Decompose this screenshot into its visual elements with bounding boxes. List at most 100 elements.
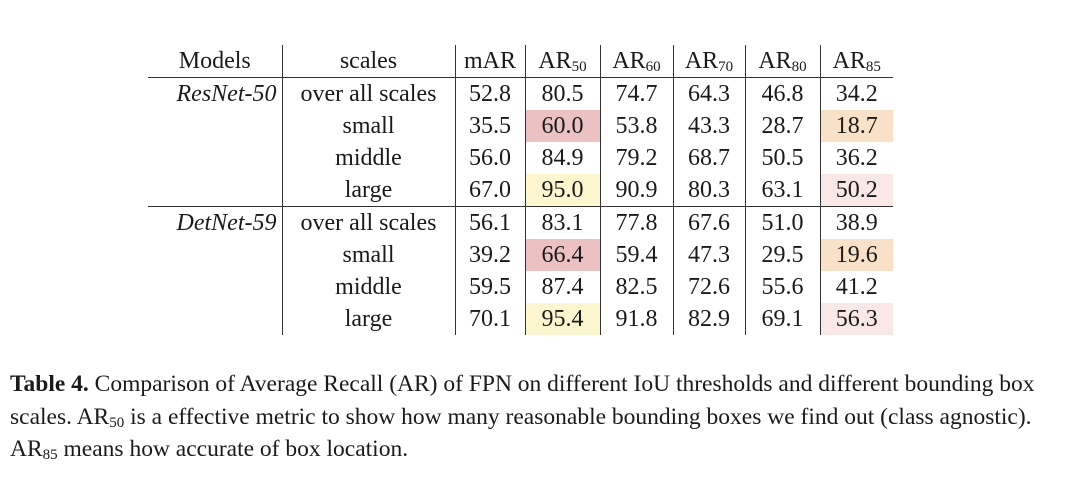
value-cell: 91.8 bbox=[599, 303, 673, 335]
table-row: small 35.5 60.0 53.8 43.3 28.7 18.7 bbox=[148, 110, 893, 142]
header-subscript: 80 bbox=[791, 59, 807, 75]
scale-cell: small bbox=[281, 110, 455, 142]
value-cell: 74.7 bbox=[599, 77, 673, 110]
model-cell bbox=[148, 271, 282, 303]
value-cell: 51.0 bbox=[744, 206, 820, 239]
model-cell bbox=[148, 174, 282, 207]
caption-text: is a effective metric to show how many r… bbox=[10, 403, 1032, 463]
value-cell: 53.8 bbox=[599, 110, 673, 142]
table-row: large 70.1 95.4 91.8 82.9 69.1 56.3 bbox=[148, 303, 893, 335]
header-row: Models scales mAR AR50 AR60 AR70 AR80 AR85 bbox=[148, 45, 893, 78]
model-name: DetNet-59 bbox=[176, 210, 277, 236]
scale-cell: over all scales bbox=[281, 77, 455, 110]
value-cell: 82.9 bbox=[672, 303, 745, 335]
scale-cell: over all scales bbox=[281, 206, 455, 239]
value-cell: 79.2 bbox=[599, 142, 673, 174]
value-cell: 64.3 bbox=[672, 77, 745, 110]
table-row: middle 59.5 87.4 82.5 72.6 55.6 41.2 bbox=[148, 271, 893, 303]
value-cell: 63.1 bbox=[744, 174, 820, 207]
caption: Table 4. Comparison of Average Recall (A… bbox=[10, 368, 1050, 466]
model-cell: DetNet-59 bbox=[148, 207, 282, 240]
value-cell: 68.7 bbox=[672, 142, 745, 174]
value-cell: 28.7 bbox=[744, 110, 820, 142]
value-cell: 82.5 bbox=[599, 271, 673, 303]
model-cell bbox=[148, 142, 282, 174]
caption-text: Comparison of Average Recall (AR) of FPN… bbox=[10, 371, 1035, 430]
scale-cell: middle bbox=[281, 142, 455, 174]
header-cell: scales bbox=[281, 45, 455, 78]
value-cell: 36.2 bbox=[819, 142, 893, 174]
header-cell: AR85 bbox=[819, 45, 893, 78]
header-text: mAR bbox=[463, 48, 516, 74]
value-cell: 60.0 bbox=[524, 110, 600, 142]
value-cell: 46.8 bbox=[744, 77, 820, 110]
scale-cell: middle bbox=[281, 271, 455, 303]
scale-cell: large bbox=[281, 174, 455, 207]
value-cell: 70.1 bbox=[454, 303, 525, 335]
header-subscript: 70 bbox=[718, 59, 734, 75]
value-cell: 50.5 bbox=[744, 142, 820, 174]
value-cell: 56.1 bbox=[454, 206, 525, 239]
model-cell bbox=[148, 110, 282, 142]
header-text: scales bbox=[339, 48, 398, 74]
caption-subscript: 85 bbox=[42, 447, 58, 463]
value-cell: 56.0 bbox=[454, 142, 525, 174]
value-cell: 67.0 bbox=[454, 174, 525, 207]
header-cell: Models bbox=[148, 45, 282, 78]
row-group: ResNet-50 over all scales 52.8 80.5 74.7 64.3… bbox=[148, 77, 893, 207]
header-text: AR bbox=[538, 48, 572, 74]
value-cell: 34.2 bbox=[819, 77, 893, 110]
value-cell: 50.2 bbox=[819, 174, 893, 207]
value-cell: 52.8 bbox=[454, 77, 525, 110]
header-cell: AR80 bbox=[744, 45, 820, 78]
model-cell bbox=[148, 303, 282, 335]
value-cell: 38.9 bbox=[819, 206, 893, 239]
value-cell: 59.4 bbox=[599, 239, 673, 271]
header-subscript: 85 bbox=[865, 59, 881, 75]
table-row: small 39.2 66.4 59.4 47.3 29.5 19.6 bbox=[148, 239, 893, 271]
value-cell: 95.4 bbox=[524, 303, 600, 335]
value-cell: 83.1 bbox=[524, 206, 600, 239]
table-row: ResNet-50 over all scales 52.8 80.5 74.7 64.3… bbox=[148, 77, 893, 111]
value-cell: 55.6 bbox=[744, 271, 820, 303]
value-cell: 72.6 bbox=[672, 271, 745, 303]
value-cell: 66.4 bbox=[524, 239, 600, 271]
caption-subscript: 50 bbox=[109, 414, 125, 431]
value-cell: 84.9 bbox=[524, 142, 600, 174]
model-cell: ResNet-50 bbox=[148, 78, 282, 111]
value-cell: 77.8 bbox=[599, 206, 673, 239]
value-cell: 69.1 bbox=[744, 303, 820, 335]
value-cell: 80.3 bbox=[672, 174, 745, 207]
table-row: large 67.0 95.0 90.9 80.3 63.1 50.2 bbox=[148, 174, 893, 207]
value-cell: 90.9 bbox=[599, 174, 673, 207]
value-cell: 29.5 bbox=[744, 239, 820, 271]
value-cell: 95.0 bbox=[524, 174, 600, 207]
value-cell: 35.5 bbox=[454, 110, 525, 142]
value-cell: 39.2 bbox=[454, 239, 525, 271]
value-cell: 59.5 bbox=[454, 271, 525, 303]
scale-cell: large bbox=[281, 303, 455, 335]
header-cell: AR50 bbox=[524, 45, 600, 78]
header-subscript: 60 bbox=[645, 59, 661, 75]
scale-cell: small bbox=[281, 239, 455, 271]
table-row: DetNet-59 over all scales 56.1 83.1 77.8 67.6… bbox=[148, 206, 893, 240]
row-group: DetNet-59 over all scales 56.1 83.1 77.8 67.6… bbox=[148, 206, 893, 335]
header-text: AR bbox=[612, 48, 646, 74]
value-cell: 43.3 bbox=[672, 110, 745, 142]
value-cell: 56.3 bbox=[819, 303, 893, 335]
results-table: Models scales mAR AR50 AR60 AR70 AR80 AR85 ResN… bbox=[148, 45, 893, 335]
table-row: middle 56.0 84.9 79.2 68.7 50.5 36.2 bbox=[148, 142, 893, 174]
value-cell: 18.7 bbox=[819, 110, 893, 142]
header-text: AR bbox=[758, 48, 792, 74]
header-subscript: 50 bbox=[571, 59, 587, 75]
header-text: AR bbox=[832, 48, 866, 74]
caption-text: means how accurate of box location. bbox=[57, 436, 409, 462]
header-text: AR bbox=[684, 48, 719, 74]
model-name: ResNet-50 bbox=[176, 81, 277, 107]
value-cell: 19.6 bbox=[819, 239, 893, 271]
value-cell: 80.5 bbox=[524, 77, 600, 110]
header-cell: AR70 bbox=[672, 45, 745, 78]
value-cell: 87.4 bbox=[524, 271, 600, 303]
value-cell: 41.2 bbox=[819, 271, 893, 303]
